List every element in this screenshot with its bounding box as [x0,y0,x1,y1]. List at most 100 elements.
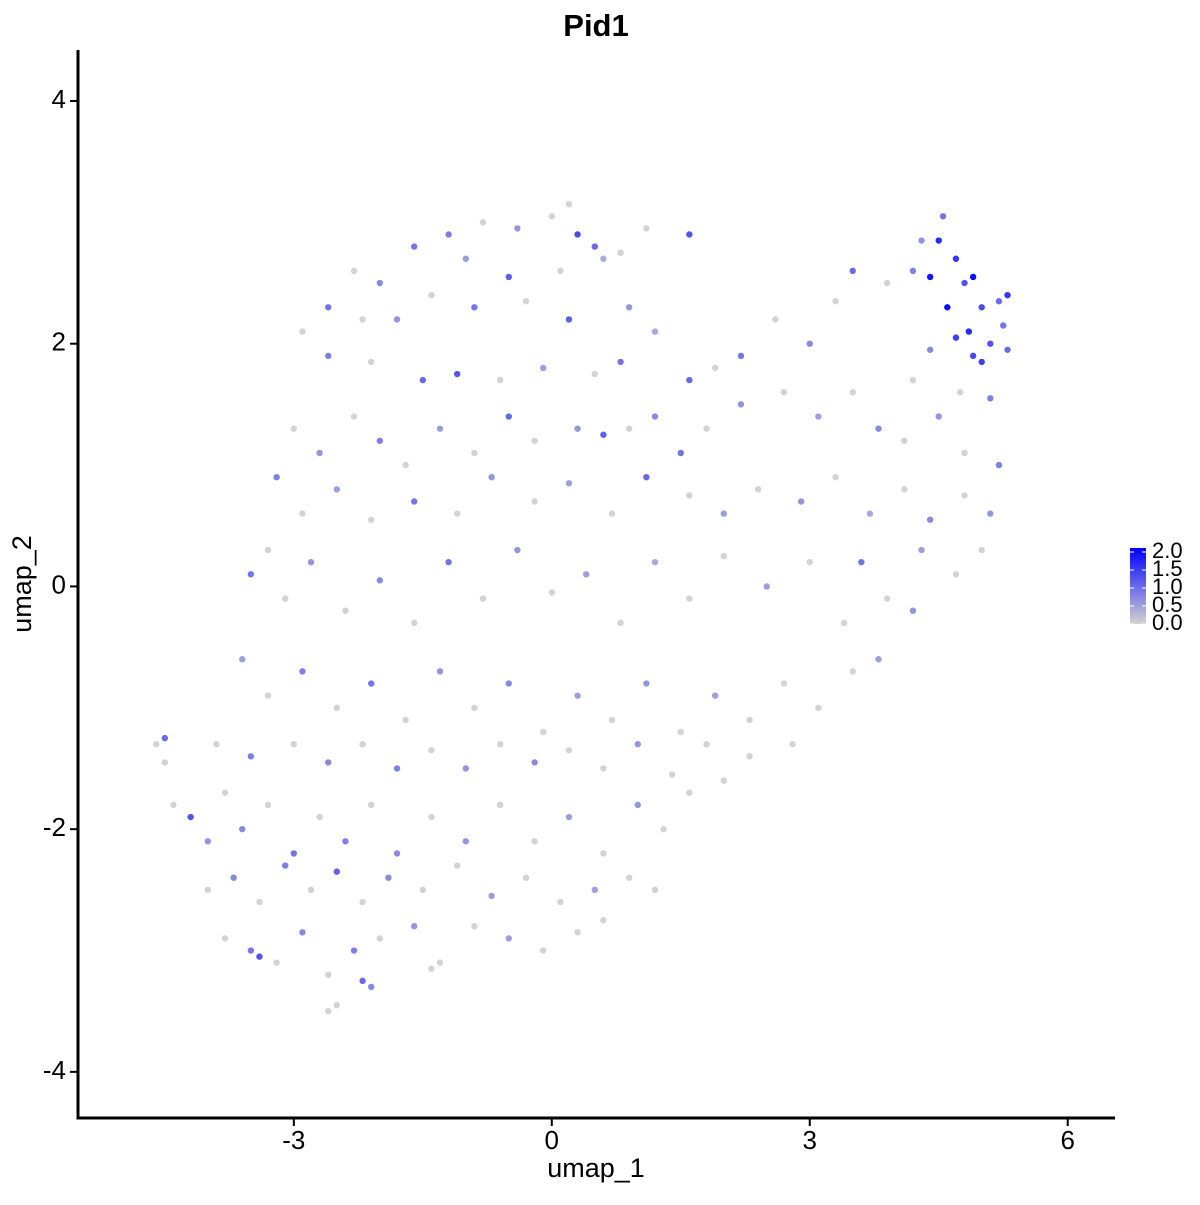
point [617,619,624,627]
point [290,741,298,748]
point [256,953,263,960]
point [926,346,934,353]
point [368,516,375,523]
point [170,801,177,809]
point [591,886,598,894]
point [462,838,470,845]
point [686,492,693,499]
y-tick-label: 2 [52,327,66,357]
point [961,492,968,499]
point [376,577,384,584]
point [806,558,813,566]
point [574,425,581,432]
point [333,1001,341,1009]
point [548,213,555,220]
point [342,838,349,845]
point [987,340,994,347]
point [393,850,401,857]
point [402,716,409,724]
point [625,425,633,432]
point [436,668,444,675]
point [720,510,727,517]
point [901,486,908,493]
point [651,328,659,335]
point [539,364,547,372]
point [668,771,676,778]
point [247,947,255,954]
point [634,801,641,809]
point [350,947,358,954]
point [939,213,947,220]
point [565,747,573,754]
point [737,352,745,360]
point [299,929,306,936]
point [488,474,495,481]
point [325,971,332,978]
point [944,304,951,311]
point [651,558,659,566]
point [677,449,684,457]
point [582,571,590,578]
colorbar-label: 0.0 [1152,610,1183,635]
point [221,935,229,942]
point [307,558,315,566]
point [918,546,925,554]
point [883,279,891,287]
point [221,789,229,796]
point [935,237,942,244]
point [247,753,255,760]
point [978,546,985,554]
point [505,273,512,281]
point [969,352,977,360]
point [325,759,332,766]
point [264,546,272,554]
point [746,716,753,724]
point [247,571,255,578]
point [531,838,538,845]
point [505,680,512,687]
point [161,734,169,742]
point [239,825,246,833]
colorbar-label: 1.0 [1152,574,1183,599]
point [496,741,504,748]
point [686,376,693,384]
point [428,291,435,299]
point [600,255,607,262]
point [883,595,891,602]
point [797,498,805,505]
point [290,850,298,857]
point [978,358,985,366]
point [462,255,470,262]
point [1000,322,1007,329]
point [359,316,366,323]
point [436,425,444,432]
point [574,692,581,699]
point [471,304,478,311]
colorbar-label: 0.5 [1152,592,1183,617]
colorbar-label: 2.0 [1152,538,1183,563]
point [987,395,994,402]
point [901,437,908,444]
point [909,267,917,275]
point [608,510,616,517]
point [617,358,624,366]
point [471,704,478,711]
point [565,200,573,208]
x-axis-label: umap_1 [547,1153,645,1183]
y-tick-label: 4 [52,84,66,114]
point [557,898,564,906]
point [935,413,942,420]
point [1004,291,1011,299]
point [686,231,693,238]
point [505,413,512,420]
point [625,304,633,311]
point [411,923,418,930]
point [514,225,521,232]
point [961,279,968,287]
point [815,413,822,420]
point [428,747,435,754]
point [428,813,435,821]
point [574,231,581,238]
point [428,965,435,972]
